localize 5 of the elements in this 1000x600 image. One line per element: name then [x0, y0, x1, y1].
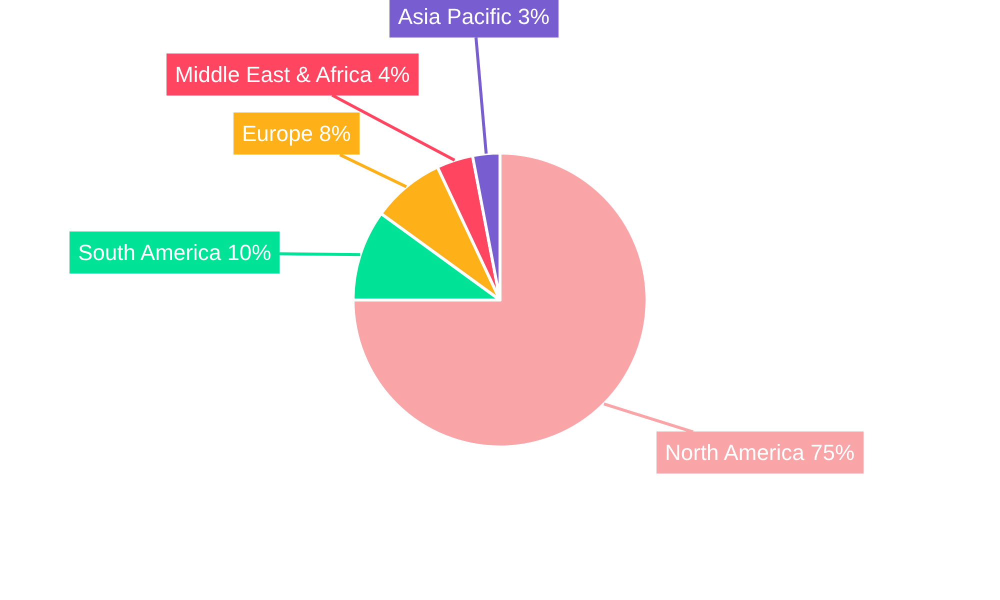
slice-label: North America 75%	[665, 440, 855, 465]
slice-label: Middle East & Africa 4%	[175, 62, 410, 87]
slice-label: South America 10%	[78, 240, 272, 265]
slice-label: Asia Pacific 3%	[398, 4, 550, 29]
slice-label: Europe 8%	[242, 121, 351, 146]
